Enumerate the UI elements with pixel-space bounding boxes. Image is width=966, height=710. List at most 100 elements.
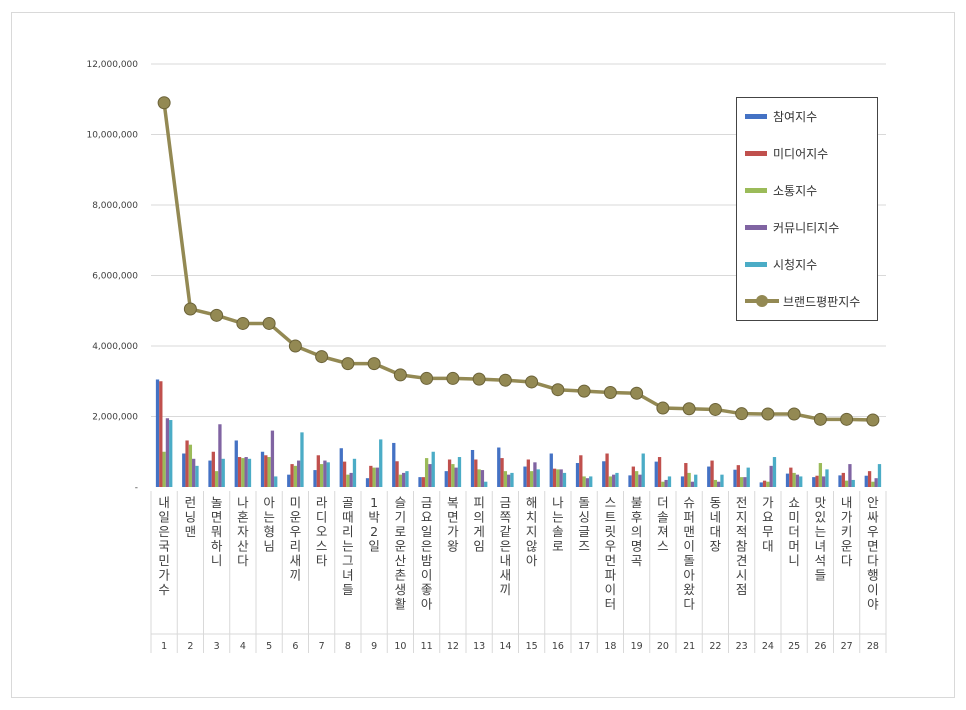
bar	[237, 457, 242, 487]
bar	[844, 480, 849, 487]
bar	[818, 463, 823, 487]
bar	[480, 470, 485, 487]
brand-reputation-point	[393, 368, 407, 382]
bar	[300, 432, 304, 487]
y-tick-label: 8,000,000	[92, 201, 138, 211]
brand-reputation-point	[761, 407, 775, 421]
bar	[523, 466, 527, 487]
bar	[507, 474, 511, 487]
y-tick-label: 4,000,000	[92, 342, 138, 352]
bar	[241, 458, 245, 487]
bar	[739, 477, 744, 487]
bar	[428, 464, 432, 487]
bar	[848, 464, 852, 487]
legend-swatch	[745, 150, 767, 156]
rank-label: 5	[266, 641, 272, 652]
legend: 참여지수 미디어지수 소통지수 커뮤니티지수 시청지수 브랜드평판지수	[736, 97, 878, 321]
y-tick-label: -	[135, 483, 138, 493]
bar	[349, 472, 353, 487]
bar	[529, 471, 534, 487]
y-tick-label: 2,000,000	[92, 413, 138, 423]
rank-label: 19	[631, 641, 643, 652]
rank-label: 11	[421, 641, 433, 652]
bar	[838, 475, 842, 487]
legend-item: 브랜드평판지수	[745, 291, 860, 311]
bar	[657, 457, 662, 487]
bar	[313, 470, 317, 487]
bar	[211, 451, 215, 487]
bar	[772, 457, 777, 487]
bar	[579, 455, 583, 487]
y-tick-label: 10,000,000	[86, 131, 138, 141]
legend-item: 미디어지수	[745, 143, 828, 163]
rank-label: 8	[345, 641, 351, 652]
bar	[631, 466, 635, 487]
rank-label: 27	[841, 641, 853, 652]
bar	[484, 481, 488, 487]
bar	[664, 479, 668, 487]
bar	[497, 447, 501, 487]
brand-reputation-point	[341, 357, 355, 371]
bar	[533, 462, 537, 487]
bar	[589, 476, 593, 487]
bar	[690, 481, 695, 487]
bar	[339, 448, 343, 487]
rank-label: 16	[552, 641, 564, 652]
rank-label: 2	[187, 641, 193, 652]
legend-swatch	[745, 187, 767, 193]
bar	[398, 474, 403, 487]
bar	[552, 468, 557, 487]
bar	[447, 459, 452, 487]
bar	[510, 472, 514, 487]
rank-label: 25	[788, 641, 800, 652]
brand-reputation-point	[367, 357, 381, 371]
bar	[421, 477, 425, 487]
bar	[822, 476, 826, 487]
bar	[605, 453, 609, 487]
bar	[372, 467, 376, 487]
bar	[169, 420, 173, 487]
legend-item: 참여지수	[745, 106, 817, 126]
bar	[864, 475, 868, 487]
brand-reputation-point	[210, 308, 224, 322]
bar	[185, 440, 189, 487]
bar	[867, 471, 872, 487]
brand-reputation-point	[315, 350, 329, 364]
bar	[319, 464, 324, 487]
bar	[405, 471, 409, 487]
bar	[628, 475, 632, 487]
bar	[825, 469, 829, 487]
bar	[454, 467, 458, 487]
bar	[218, 424, 222, 487]
bar	[759, 482, 763, 487]
bar	[208, 460, 212, 487]
bar	[766, 481, 770, 487]
brand-reputation-point	[262, 316, 276, 330]
brand-reputation-point	[866, 413, 880, 427]
brand-reputation-point	[840, 412, 854, 426]
bar	[743, 477, 747, 487]
legend-swatch	[745, 224, 767, 230]
bar	[244, 457, 248, 487]
bar	[713, 479, 718, 487]
bar	[841, 472, 845, 487]
bar	[877, 464, 882, 487]
bar	[680, 476, 685, 487]
bar	[661, 481, 665, 487]
brand-reputation-point	[656, 401, 670, 415]
bar	[270, 430, 275, 487]
